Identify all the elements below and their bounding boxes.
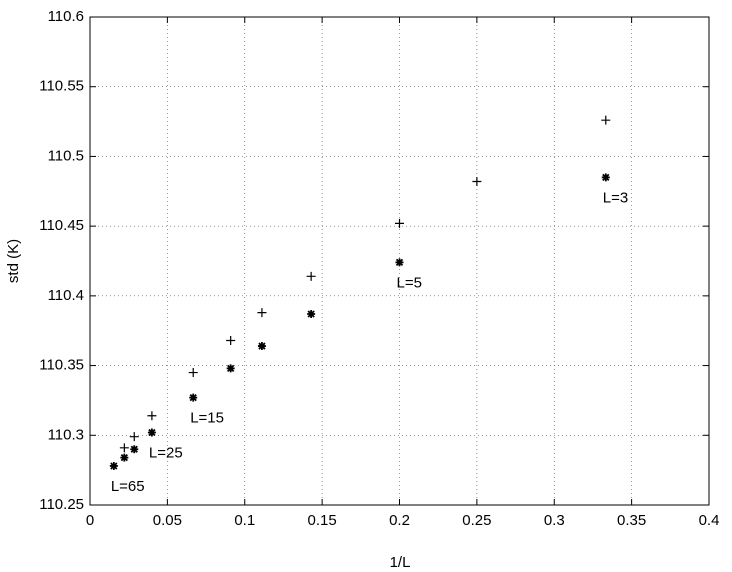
marker [601, 115, 611, 125]
y-tick-label: 110.5 [48, 147, 84, 164]
marker [109, 461, 118, 470]
plot-frame [89, 16, 710, 506]
marker [601, 173, 610, 182]
marker [257, 342, 266, 351]
marker [472, 177, 482, 187]
marker [120, 453, 129, 462]
x-tick-label: 0 [86, 512, 94, 529]
x-tick-label: 0.05 [153, 512, 182, 529]
y-axis-label: std (K) [5, 239, 22, 283]
x-axis-label: 1/L [390, 554, 411, 571]
marker [395, 258, 404, 267]
y-tick-label: 110.6 [48, 8, 84, 25]
marker [147, 411, 157, 421]
x-tick-label: 0.25 [462, 512, 491, 529]
marker [147, 428, 156, 437]
y-tick-label: 110.45 [39, 217, 84, 234]
marker [189, 393, 198, 402]
x-tick-label: 0.1 [234, 512, 255, 529]
x-tick-label: 0.2 [389, 512, 410, 529]
marker [129, 432, 139, 442]
x-tick-label: 0.4 [699, 512, 720, 529]
y-tick-label: 110.4 [48, 287, 84, 304]
x-tick-label: 0.3 [544, 512, 565, 529]
y-tick-label: 110.35 [39, 357, 84, 374]
annotation: L=3 [603, 189, 628, 206]
annotation: L=15 [190, 410, 224, 427]
marker [306, 271, 316, 281]
marker [188, 368, 198, 378]
y-tick-label: 110.55 [39, 78, 84, 95]
marker [130, 445, 139, 454]
y-tick-label: 110.25 [39, 496, 84, 513]
marker [395, 218, 404, 228]
x-tick-label: 0.15 [308, 512, 337, 529]
marker [307, 309, 316, 318]
marker [257, 308, 267, 318]
annotation: L=25 [149, 444, 183, 461]
marker [119, 443, 129, 453]
x-tick-label: 0.35 [617, 512, 646, 529]
annotation: L=65 [111, 478, 145, 495]
annotation: L=5 [397, 274, 422, 291]
marker [226, 364, 235, 373]
marker [226, 335, 236, 345]
y-tick-label: 110.3 [48, 426, 84, 443]
